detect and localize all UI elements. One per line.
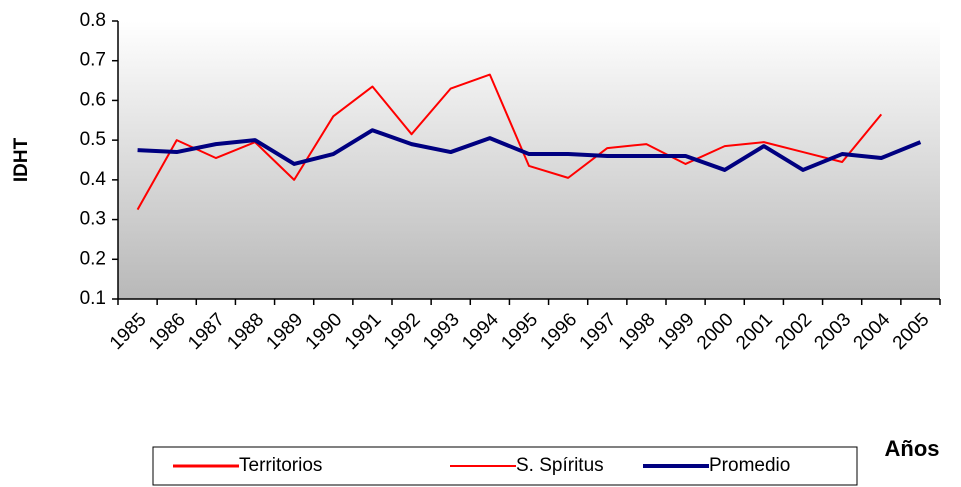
series-line [136, 73, 883, 211]
legend: Territorios S. Spíritus Promedio [173, 455, 790, 476]
x-tick-label: 1998 [615, 309, 660, 354]
x-tick-label: 1995 [497, 309, 542, 354]
x-tick-label: 2005 [889, 309, 934, 354]
y-tick-label: 0.1 [80, 288, 106, 309]
legend-label: Territorios [239, 455, 322, 476]
x-tick-label: 1986 [145, 309, 190, 354]
y-tick-label: 0.8 [80, 10, 106, 31]
x-tick-label: 1988 [223, 309, 268, 354]
y-tick-label: 0.5 [80, 129, 106, 150]
x-tick-label: 1991 [341, 309, 386, 354]
y-tick-label: 0.6 [80, 89, 106, 110]
x-tick-label: 1987 [184, 309, 229, 354]
x-tick-label: 2000 [693, 309, 738, 354]
x-tick-label: 2001 [732, 309, 777, 354]
x-tick-label: 1990 [302, 309, 347, 354]
x-tick-label: 1996 [536, 309, 581, 354]
series-line [137, 128, 922, 172]
x-tick-label: 1999 [654, 309, 699, 354]
x-tick-label: 1985 [106, 309, 151, 354]
x-tick-label: 2003 [810, 309, 855, 354]
y-tick-label: 0.2 [80, 248, 106, 269]
x-tick-label: 1997 [576, 309, 621, 354]
y-tick-label: 0.4 [80, 169, 107, 190]
plot-area [118, 21, 940, 299]
x-tick-label: 1989 [262, 309, 307, 354]
x-tick-label: 1993 [419, 309, 464, 354]
x-tick-label: 2004 [850, 309, 895, 354]
y-axis-label: IDHT [11, 137, 32, 182]
x-axis-label: Años [885, 436, 940, 461]
x-tick-label: 1994 [458, 309, 503, 354]
x-tick-label: 2002 [771, 309, 816, 354]
x-tick-label: 1992 [380, 309, 425, 354]
legend-label: Promedio [709, 455, 790, 476]
legend-label: S. Spíritus [516, 455, 604, 476]
y-tick-label: 0.7 [80, 50, 106, 71]
y-tick-label: 0.3 [80, 209, 106, 230]
